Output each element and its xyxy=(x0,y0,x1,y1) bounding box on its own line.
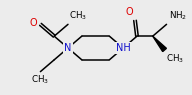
Text: O: O xyxy=(125,7,133,17)
Text: O: O xyxy=(30,18,37,28)
Text: NH: NH xyxy=(116,43,131,53)
Text: N: N xyxy=(64,43,72,53)
Text: NH$_2$: NH$_2$ xyxy=(169,10,187,22)
Text: CH$_3$: CH$_3$ xyxy=(31,74,50,86)
Polygon shape xyxy=(153,36,166,52)
Text: CH$_3$: CH$_3$ xyxy=(69,10,87,22)
Text: CH$_3$: CH$_3$ xyxy=(166,53,184,65)
